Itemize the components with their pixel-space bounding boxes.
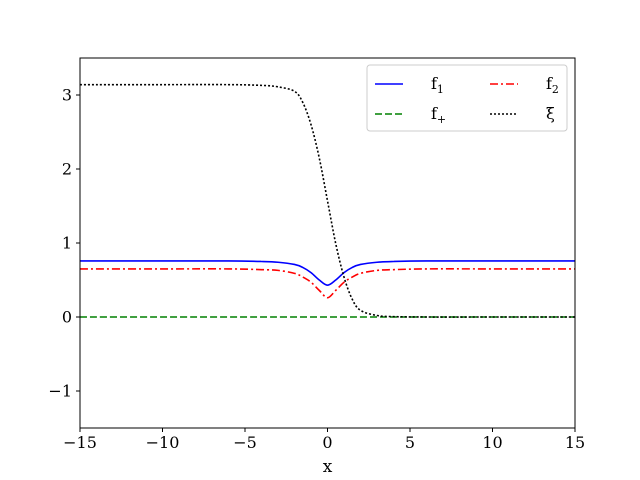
- y-tick-label: 3: [62, 86, 72, 105]
- y-tick-label: 0: [62, 308, 72, 327]
- y-tick-label: 2: [62, 160, 72, 179]
- x-tick-label: 5: [405, 433, 415, 452]
- series-line-f-2: [80, 268, 575, 299]
- x-tick-label: 10: [482, 433, 502, 452]
- x-tick-label: 0: [322, 433, 332, 452]
- x-tick-label: −10: [146, 433, 180, 452]
- x-tick-label: −15: [63, 433, 97, 452]
- plot-lines: [80, 83, 575, 318]
- y-tick-label: −1: [48, 382, 72, 401]
- legend: f1 f2f+ ξ: [366, 64, 568, 132]
- y-tick-label: 1: [62, 234, 72, 253]
- legend-label: ξ: [546, 104, 555, 123]
- series-line-f-1: [80, 260, 575, 286]
- x-ticks: −15 −10 −5 0 5 10 15: [63, 428, 585, 452]
- y-ticks: −1 0 1 2 3: [48, 86, 80, 401]
- x-tick-label: 15: [565, 433, 585, 452]
- x-axis-label: x: [323, 457, 333, 477]
- x-tick-label: −5: [233, 433, 257, 452]
- legend-box: [366, 64, 568, 132]
